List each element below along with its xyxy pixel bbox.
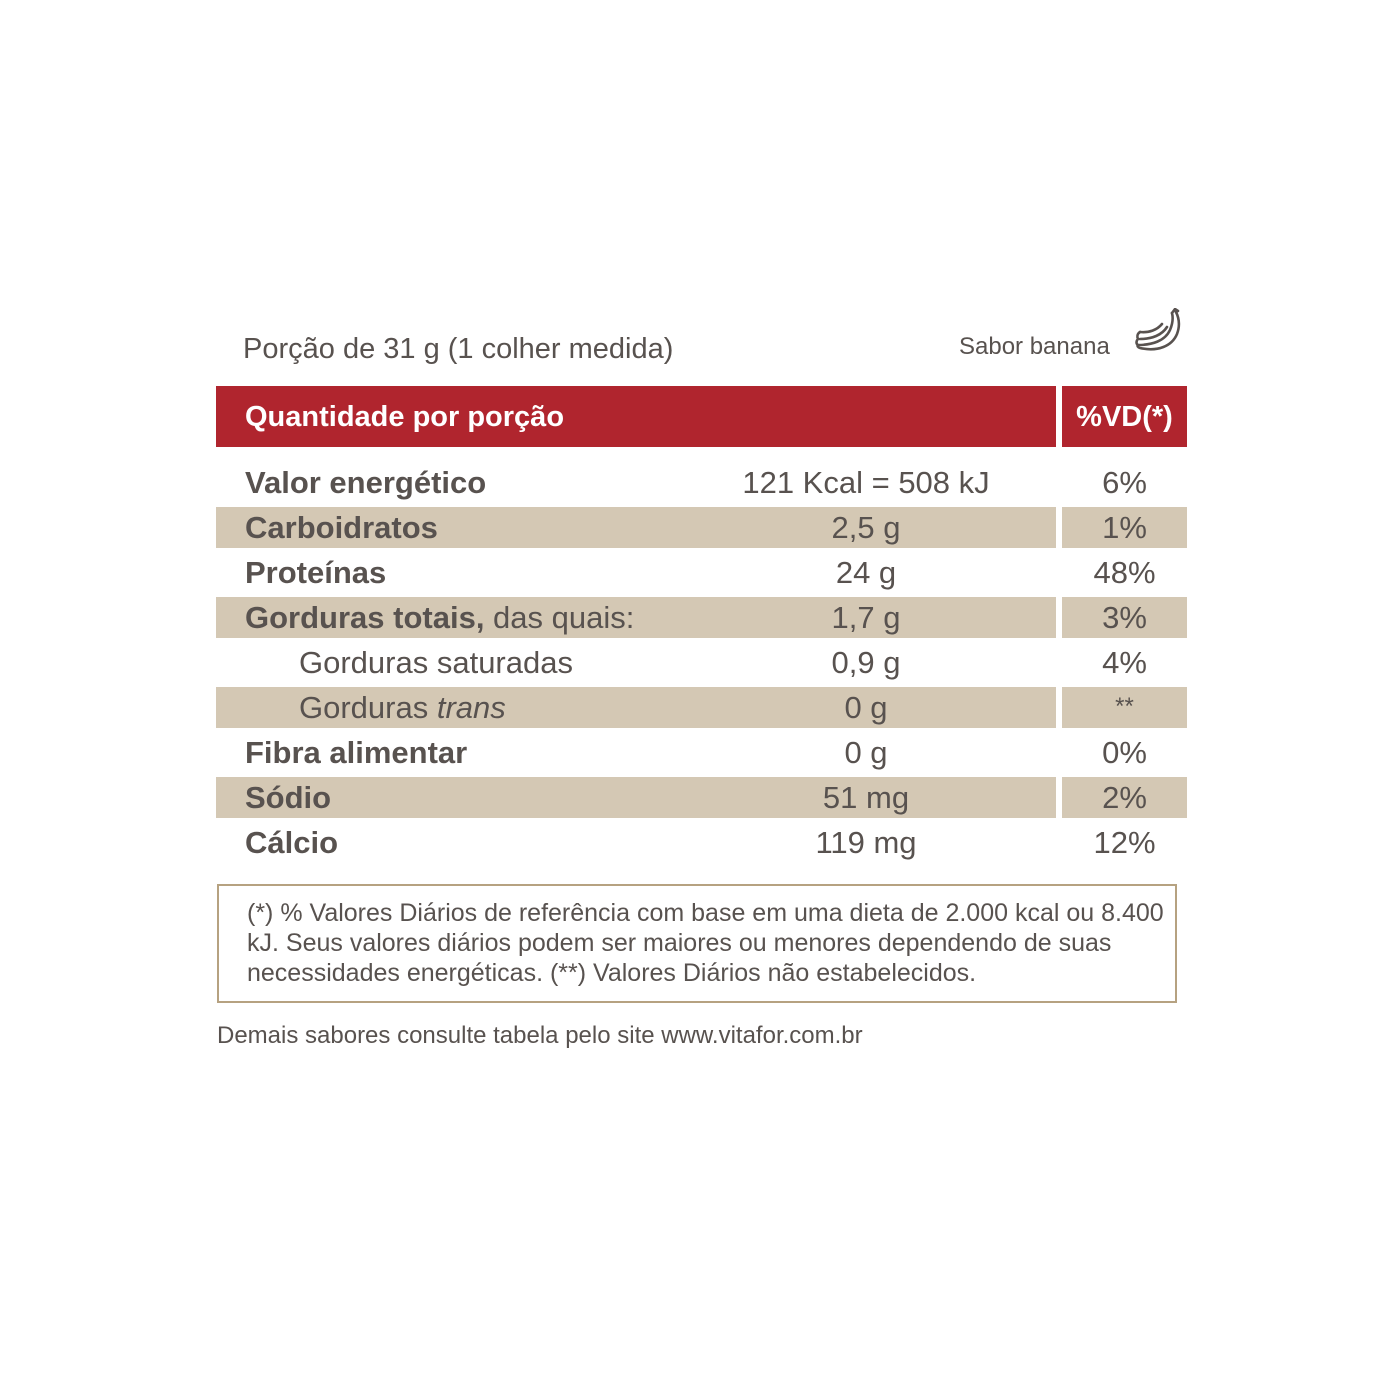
nutrient-amount: 0 g — [844, 735, 888, 770]
nutrient-amount: 0,9 g — [831, 645, 901, 680]
nutrient-vd: 1% — [1102, 510, 1147, 545]
quantity-header: Quantidade por porção — [216, 386, 1056, 447]
nutrient-name: Carboidratos — [245, 510, 438, 545]
nutrient-vd: 48% — [1093, 555, 1156, 590]
nutrient-amount: 51 mg — [822, 780, 910, 815]
table-row: Valor energético 121 Kcal = 508 kJ 6% — [216, 462, 1187, 503]
nutrient-name: Fibra alimentar — [245, 735, 468, 770]
nutrient-amount: 121 Kcal = 508 kJ — [742, 465, 990, 500]
nutrient-vd: 0% — [1102, 735, 1147, 770]
nutrient-amount: 0 g — [844, 690, 888, 725]
table-row: Sódio 51 mg 2% — [216, 777, 1187, 818]
nutrient-vd: ** — [1115, 693, 1134, 720]
table-row: Proteínas 24 g 48% — [216, 552, 1187, 593]
nutrient-vd: 2% — [1102, 780, 1147, 815]
portion-label: Porção de 31 g (1 colher medida) — [243, 333, 674, 365]
nutrient-amount: 24 g — [835, 555, 897, 590]
table-row: Gorduras trans 0 g ** — [216, 687, 1187, 728]
nutrient-name: Cálcio — [245, 825, 339, 860]
site-note: Demais sabores consulte tabela pelo site… — [217, 1022, 863, 1049]
nutrient-vd: 4% — [1102, 645, 1147, 680]
nutrient-vd: 12% — [1093, 825, 1156, 860]
vd-header: %VD(*) — [1062, 386, 1187, 447]
nutrient-name: Proteínas — [245, 555, 387, 590]
nutrient-vd: 6% — [1102, 465, 1147, 500]
footnote-box: (*) % Valores Diários de referência com … — [217, 884, 1177, 1003]
nutrient-name: Gorduras totais, das quais: — [245, 600, 635, 635]
vd-header-label: %VD(*) — [1076, 401, 1173, 433]
table-row: Cálcio 119 mg 12% — [216, 822, 1187, 863]
nutrient-name: Valor energético — [245, 465, 487, 500]
table-row: Gorduras saturadas 0,9 g 4% — [216, 642, 1187, 683]
banana-icon — [1135, 308, 1181, 351]
nutrient-name: Sódio — [245, 780, 332, 815]
table-row: Carboidratos 2,5 g 1% — [216, 507, 1187, 548]
quantity-header-label: Quantidade por porção — [245, 401, 565, 433]
footnote-text: (*) % Valores Diários de referência com … — [247, 899, 1164, 987]
table-row: Fibra alimentar 0 g 0% — [216, 732, 1187, 773]
nutrient-amount: 1,7 g — [831, 600, 901, 635]
nutrient-name: Gorduras saturadas — [299, 645, 573, 680]
nutrient-amount: 119 mg — [815, 825, 917, 860]
nutrient-amount: 2,5 g — [831, 510, 901, 545]
nutrient-vd: 3% — [1102, 600, 1147, 635]
nutrient-name: Gorduras trans — [299, 690, 506, 725]
table-row: Gorduras totais, das quais: 1,7 g 3% — [216, 597, 1187, 638]
flavor-label: Sabor banana — [959, 333, 1110, 360]
